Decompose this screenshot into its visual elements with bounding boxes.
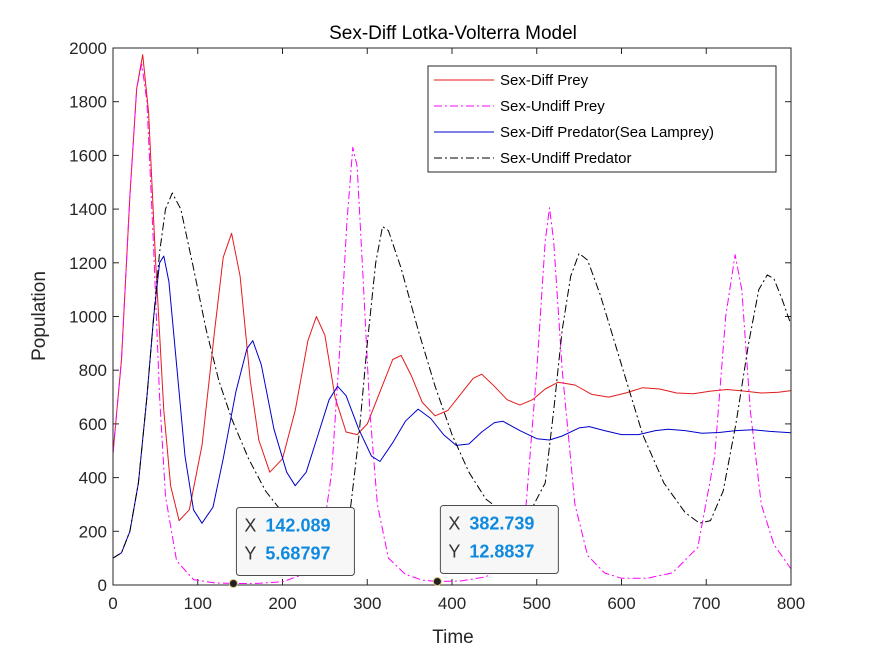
datatip-y-value: 5.68797	[265, 543, 330, 563]
datatip-box	[235, 506, 355, 576]
legend-label-1: Sex-Diff Prey	[500, 72, 589, 89]
datatip-x-label: X	[244, 515, 256, 535]
legend-label-3: Sex-Diff Predator(Sea Lamprey)	[500, 124, 714, 141]
y-tick-label: 1400	[69, 200, 107, 219]
x-axis-label: Time	[432, 627, 474, 648]
datatip-x-value: 382.739	[469, 514, 534, 534]
y-tick-label: 600	[79, 415, 107, 434]
legend-box	[427, 65, 777, 173]
y-tick-label: 1800	[69, 93, 107, 112]
datatips[interactable]: X 142.089 Y 5.68797 X 382.739 Y 12.8837	[228, 505, 559, 588]
datatip-x-label: X	[448, 514, 460, 534]
datatip-y-value: 12.8837	[469, 542, 534, 562]
legend-label-4: Sex-Undiff Predator	[500, 150, 631, 167]
series-line-4	[112, 192, 792, 559]
x-tick-label: 100	[184, 594, 212, 613]
datatip-box	[439, 505, 559, 575]
chart-title: Sex-Diff Lotka-Volterra Model	[329, 23, 577, 44]
x-tick-label: 300	[353, 594, 381, 613]
x-tick-label: 400	[438, 594, 466, 613]
datatip-y-label: Y	[448, 542, 460, 562]
plot-area[interactable]	[112, 54, 792, 584]
y-tick-label: 200	[79, 522, 107, 541]
x-tick-label: 500	[523, 594, 551, 613]
x-tick-label: 800	[777, 594, 805, 613]
y-tick-label: 1600	[69, 146, 107, 165]
x-tick-label: 600	[607, 594, 635, 613]
x-tick-label: 700	[692, 594, 720, 613]
y-tick-label: 2000	[69, 39, 107, 58]
datatip-y-label: Y	[244, 543, 256, 563]
y-tick-label: 1200	[69, 254, 107, 273]
axes-box	[112, 47, 792, 586]
y-tick-label: 800	[79, 361, 107, 380]
y-tick-label: 1000	[69, 308, 107, 327]
y-axis-label: Population	[29, 271, 50, 361]
x-tick-label: 200	[268, 594, 296, 613]
datatip-marker[interactable]	[432, 577, 442, 587]
x-tick-label: 0	[108, 594, 117, 613]
y-tick-label: 400	[79, 469, 107, 488]
y-tick-label: 0	[98, 576, 107, 595]
series-line-2	[112, 63, 792, 584]
legend-label-2: Sex-Undiff Prey	[500, 98, 605, 115]
datatip-marker[interactable]	[228, 578, 238, 588]
datatip-x-value: 142.089	[265, 515, 330, 535]
axis-ticks: 0 100 200 300 400 500 600 700 800 0 200 400 600 800 10…	[69, 39, 805, 613]
legend[interactable]: Sex-Diff Prey Sex-Undiff Prey Sex-Diff Pre…	[427, 65, 777, 173]
series-line-3	[112, 255, 792, 559]
series-line-1	[112, 54, 792, 522]
